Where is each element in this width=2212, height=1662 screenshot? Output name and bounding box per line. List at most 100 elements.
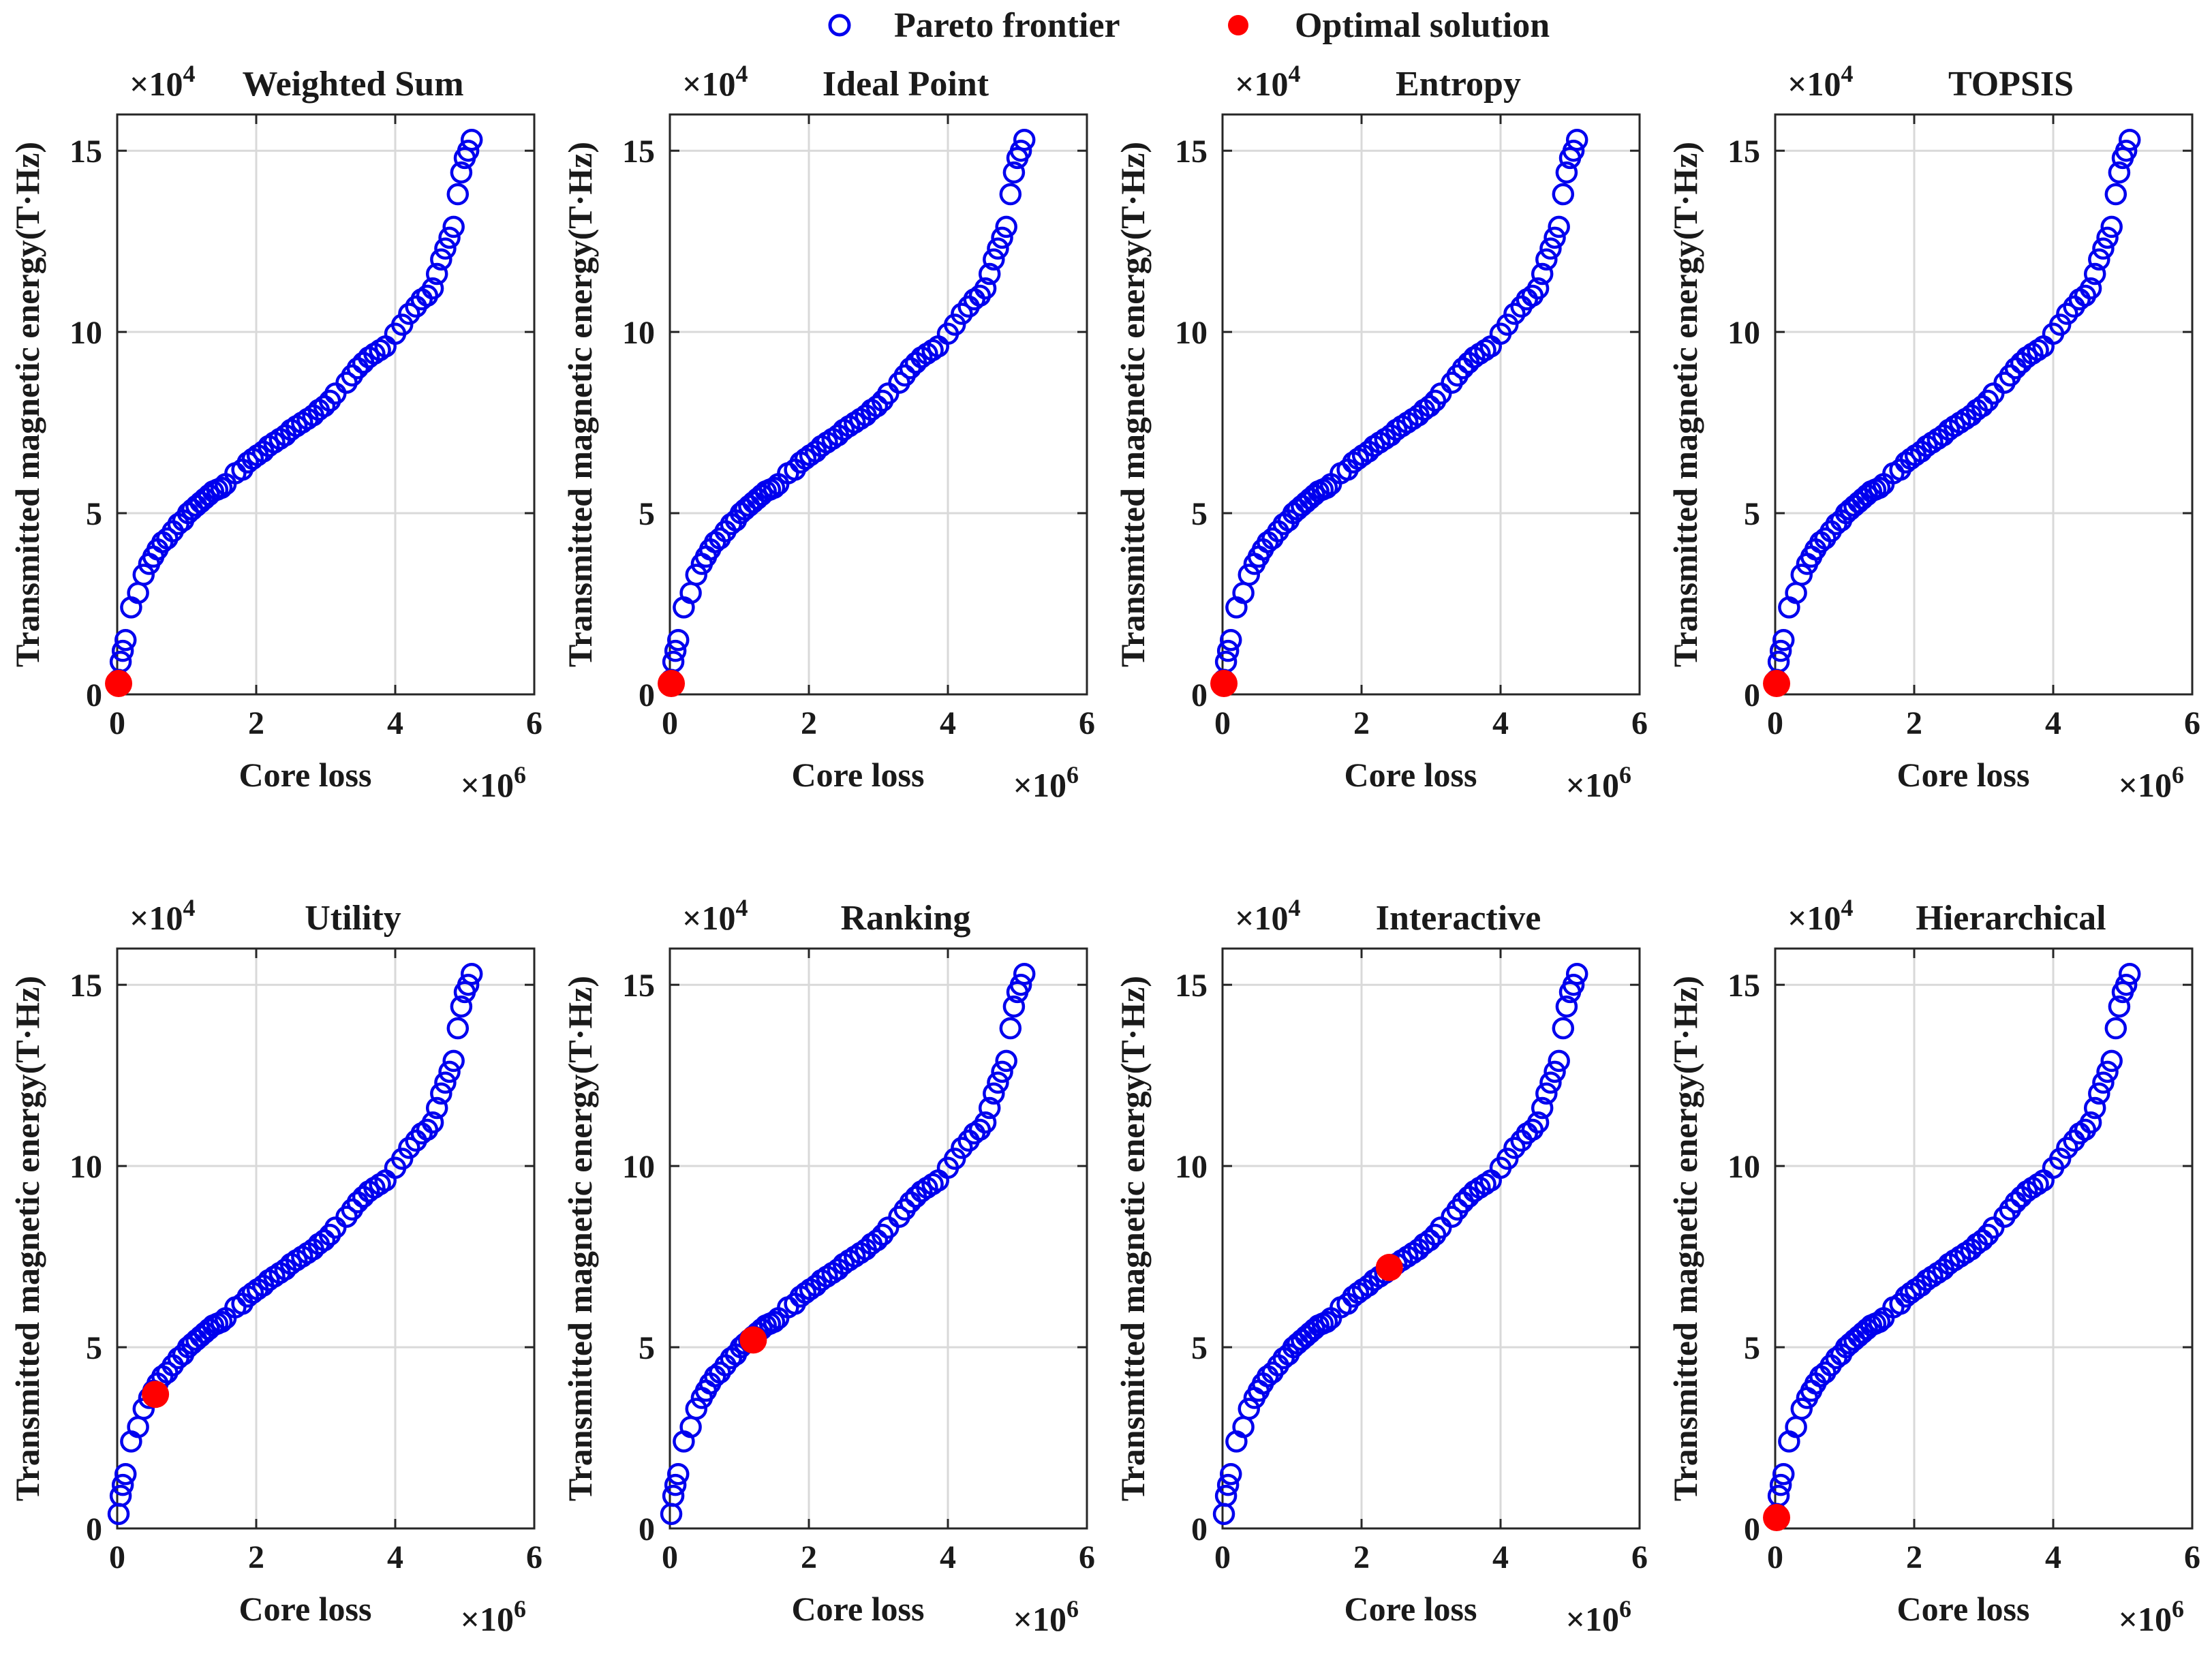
- pareto-point: [1219, 1462, 1242, 1486]
- pareto-point: [995, 1049, 1017, 1073]
- pareto-point: [865, 395, 889, 418]
- pareto-point: [390, 313, 414, 336]
- y-tick-label: 10: [1727, 1149, 1760, 1185]
- pareto-point: [987, 237, 1009, 260]
- y-tick-label: 15: [1727, 968, 1760, 1004]
- x-tick-label: 0: [1767, 1539, 1783, 1575]
- pareto-point: [446, 1017, 470, 1040]
- y-tick-label: 0: [86, 1511, 102, 1548]
- pareto-point: [2083, 262, 2106, 286]
- subplot-4: 0 2 4 6 0 5 10 15 ×104 ×106 TOPSIS Core loss Transmi…: [1666, 60, 2200, 804]
- pareto-point: [390, 1148, 414, 1170]
- pareto-point: [2115, 973, 2138, 996]
- pareto-point: [1496, 1148, 1519, 1170]
- subplot-1: 0 2 4 6 0 5 10 15 ×104 ×106 Weighted Sum Core loss T…: [8, 60, 542, 804]
- pareto-point: [398, 303, 420, 325]
- pareto-point: [1769, 1473, 1792, 1496]
- pareto-point: [983, 1082, 1005, 1105]
- legend-optimal-label: Optimal solution: [1295, 6, 1550, 45]
- x-multiplier: ×106: [2119, 761, 2185, 804]
- plot-box: [116, 113, 536, 696]
- panel-title: Entropy: [1396, 65, 1521, 104]
- x-tick-label: 0: [662, 1539, 678, 1575]
- pareto-point: [1539, 237, 1562, 260]
- pareto-point: [666, 628, 690, 651]
- pareto-point: [442, 1049, 465, 1073]
- pareto-point: [1503, 303, 1526, 325]
- x-axis-label: Core loss: [792, 756, 925, 794]
- pareto-point: [1555, 995, 1578, 1018]
- pareto-point: [434, 237, 457, 260]
- x-multiplier: ×106: [1013, 761, 1079, 804]
- pareto-point: [1531, 1096, 1554, 1120]
- pareto-point: [1790, 1398, 1813, 1420]
- pareto-point: [450, 995, 473, 1018]
- pareto-point: [978, 1096, 1001, 1120]
- legend-optimal-marker: [1228, 15, 1248, 35]
- x-tick-label: 4: [387, 705, 403, 741]
- pareto-point: [2048, 313, 2072, 336]
- subplot-8: 0 2 4 6 0 5 10 15 ×104 ×106 Hierarchical Core loss T…: [1666, 894, 2200, 1638]
- pareto-point: [1238, 1398, 1261, 1420]
- pareto-point: [1418, 395, 1441, 418]
- pareto-point: [951, 303, 973, 325]
- pareto-point: [2056, 303, 2078, 325]
- x-axis-label: Core loss: [792, 1590, 925, 1628]
- pareto-point: [1212, 1503, 1235, 1525]
- pareto-point: [1496, 313, 1519, 336]
- pareto-point: [313, 1229, 336, 1252]
- subplot-3: 0 2 4 6 0 5 10 15 ×104 ×106 Entropy Core loss Transm…: [1113, 60, 1648, 804]
- pareto-point: [999, 1017, 1022, 1040]
- pareto-point: [450, 161, 473, 184]
- pareto-point: [457, 139, 480, 162]
- pareto-point: [2088, 1082, 2110, 1105]
- y-tick-label: 5: [1744, 496, 1760, 532]
- pareto-point: [660, 1503, 683, 1525]
- y-multiplier: ×104: [1787, 60, 1854, 103]
- pareto-point: [1216, 639, 1240, 662]
- panel-title: Utility: [305, 899, 401, 938]
- subplot-2: 0 2 4 6 0 5 10 15 ×104 ×106 Ideal Point Core loss Tr…: [561, 60, 1095, 804]
- y-tick-label: 10: [1175, 1149, 1208, 1185]
- panel-title: Hierarchical: [1916, 899, 2106, 938]
- legend-pareto-label: Pareto frontier: [894, 6, 1120, 45]
- pareto-point: [210, 476, 233, 499]
- x-axis-label: Core loss: [239, 1590, 372, 1628]
- y-tick-label: 0: [639, 677, 655, 713]
- pareto-point: [132, 564, 155, 586]
- x-tick-label: 6: [526, 705, 542, 741]
- pareto-point: [983, 248, 1005, 271]
- pareto-point: [1971, 395, 1994, 418]
- pareto-point: [2079, 1111, 2102, 1134]
- pareto-point: [1219, 628, 1242, 651]
- x-axis-label: Core loss: [239, 756, 372, 794]
- panel-title: Ideal Point: [823, 65, 989, 104]
- pareto-point: [460, 962, 483, 985]
- pareto-point: [999, 183, 1022, 206]
- pareto-point: [1565, 128, 1588, 151]
- pareto-point: [425, 262, 448, 286]
- y-tick-label: 5: [1191, 1330, 1208, 1366]
- pareto-point: [1868, 1310, 1891, 1334]
- x-tick-label: 2: [1906, 1539, 1922, 1575]
- y-tick-label: 15: [622, 968, 655, 1004]
- pareto-point: [109, 1484, 132, 1507]
- x-tick-label: 2: [248, 1539, 264, 1575]
- x-tick-label: 0: [1767, 705, 1783, 741]
- pareto-point: [1238, 564, 1261, 586]
- y-multiplier: ×104: [129, 894, 196, 937]
- optimal-point: [142, 1381, 170, 1409]
- pareto-point: [991, 1060, 1013, 1083]
- pareto-point: [1868, 476, 1891, 499]
- subplot-5: 0 2 4 6 0 5 10 15 ×104 ×106 Utility Core loss Transm…: [8, 894, 542, 1638]
- pareto-point: [974, 277, 997, 300]
- optimal-point: [658, 670, 686, 698]
- y-tick-label: 10: [70, 315, 102, 351]
- x-tick-label: 4: [1492, 705, 1509, 741]
- pareto-point: [2104, 183, 2127, 206]
- pareto-point: [978, 262, 1001, 286]
- plot-box: [1774, 113, 2194, 696]
- pareto-point: [1418, 1229, 1441, 1252]
- plot-box: [116, 947, 536, 1530]
- x-tick-label: 6: [1079, 705, 1095, 741]
